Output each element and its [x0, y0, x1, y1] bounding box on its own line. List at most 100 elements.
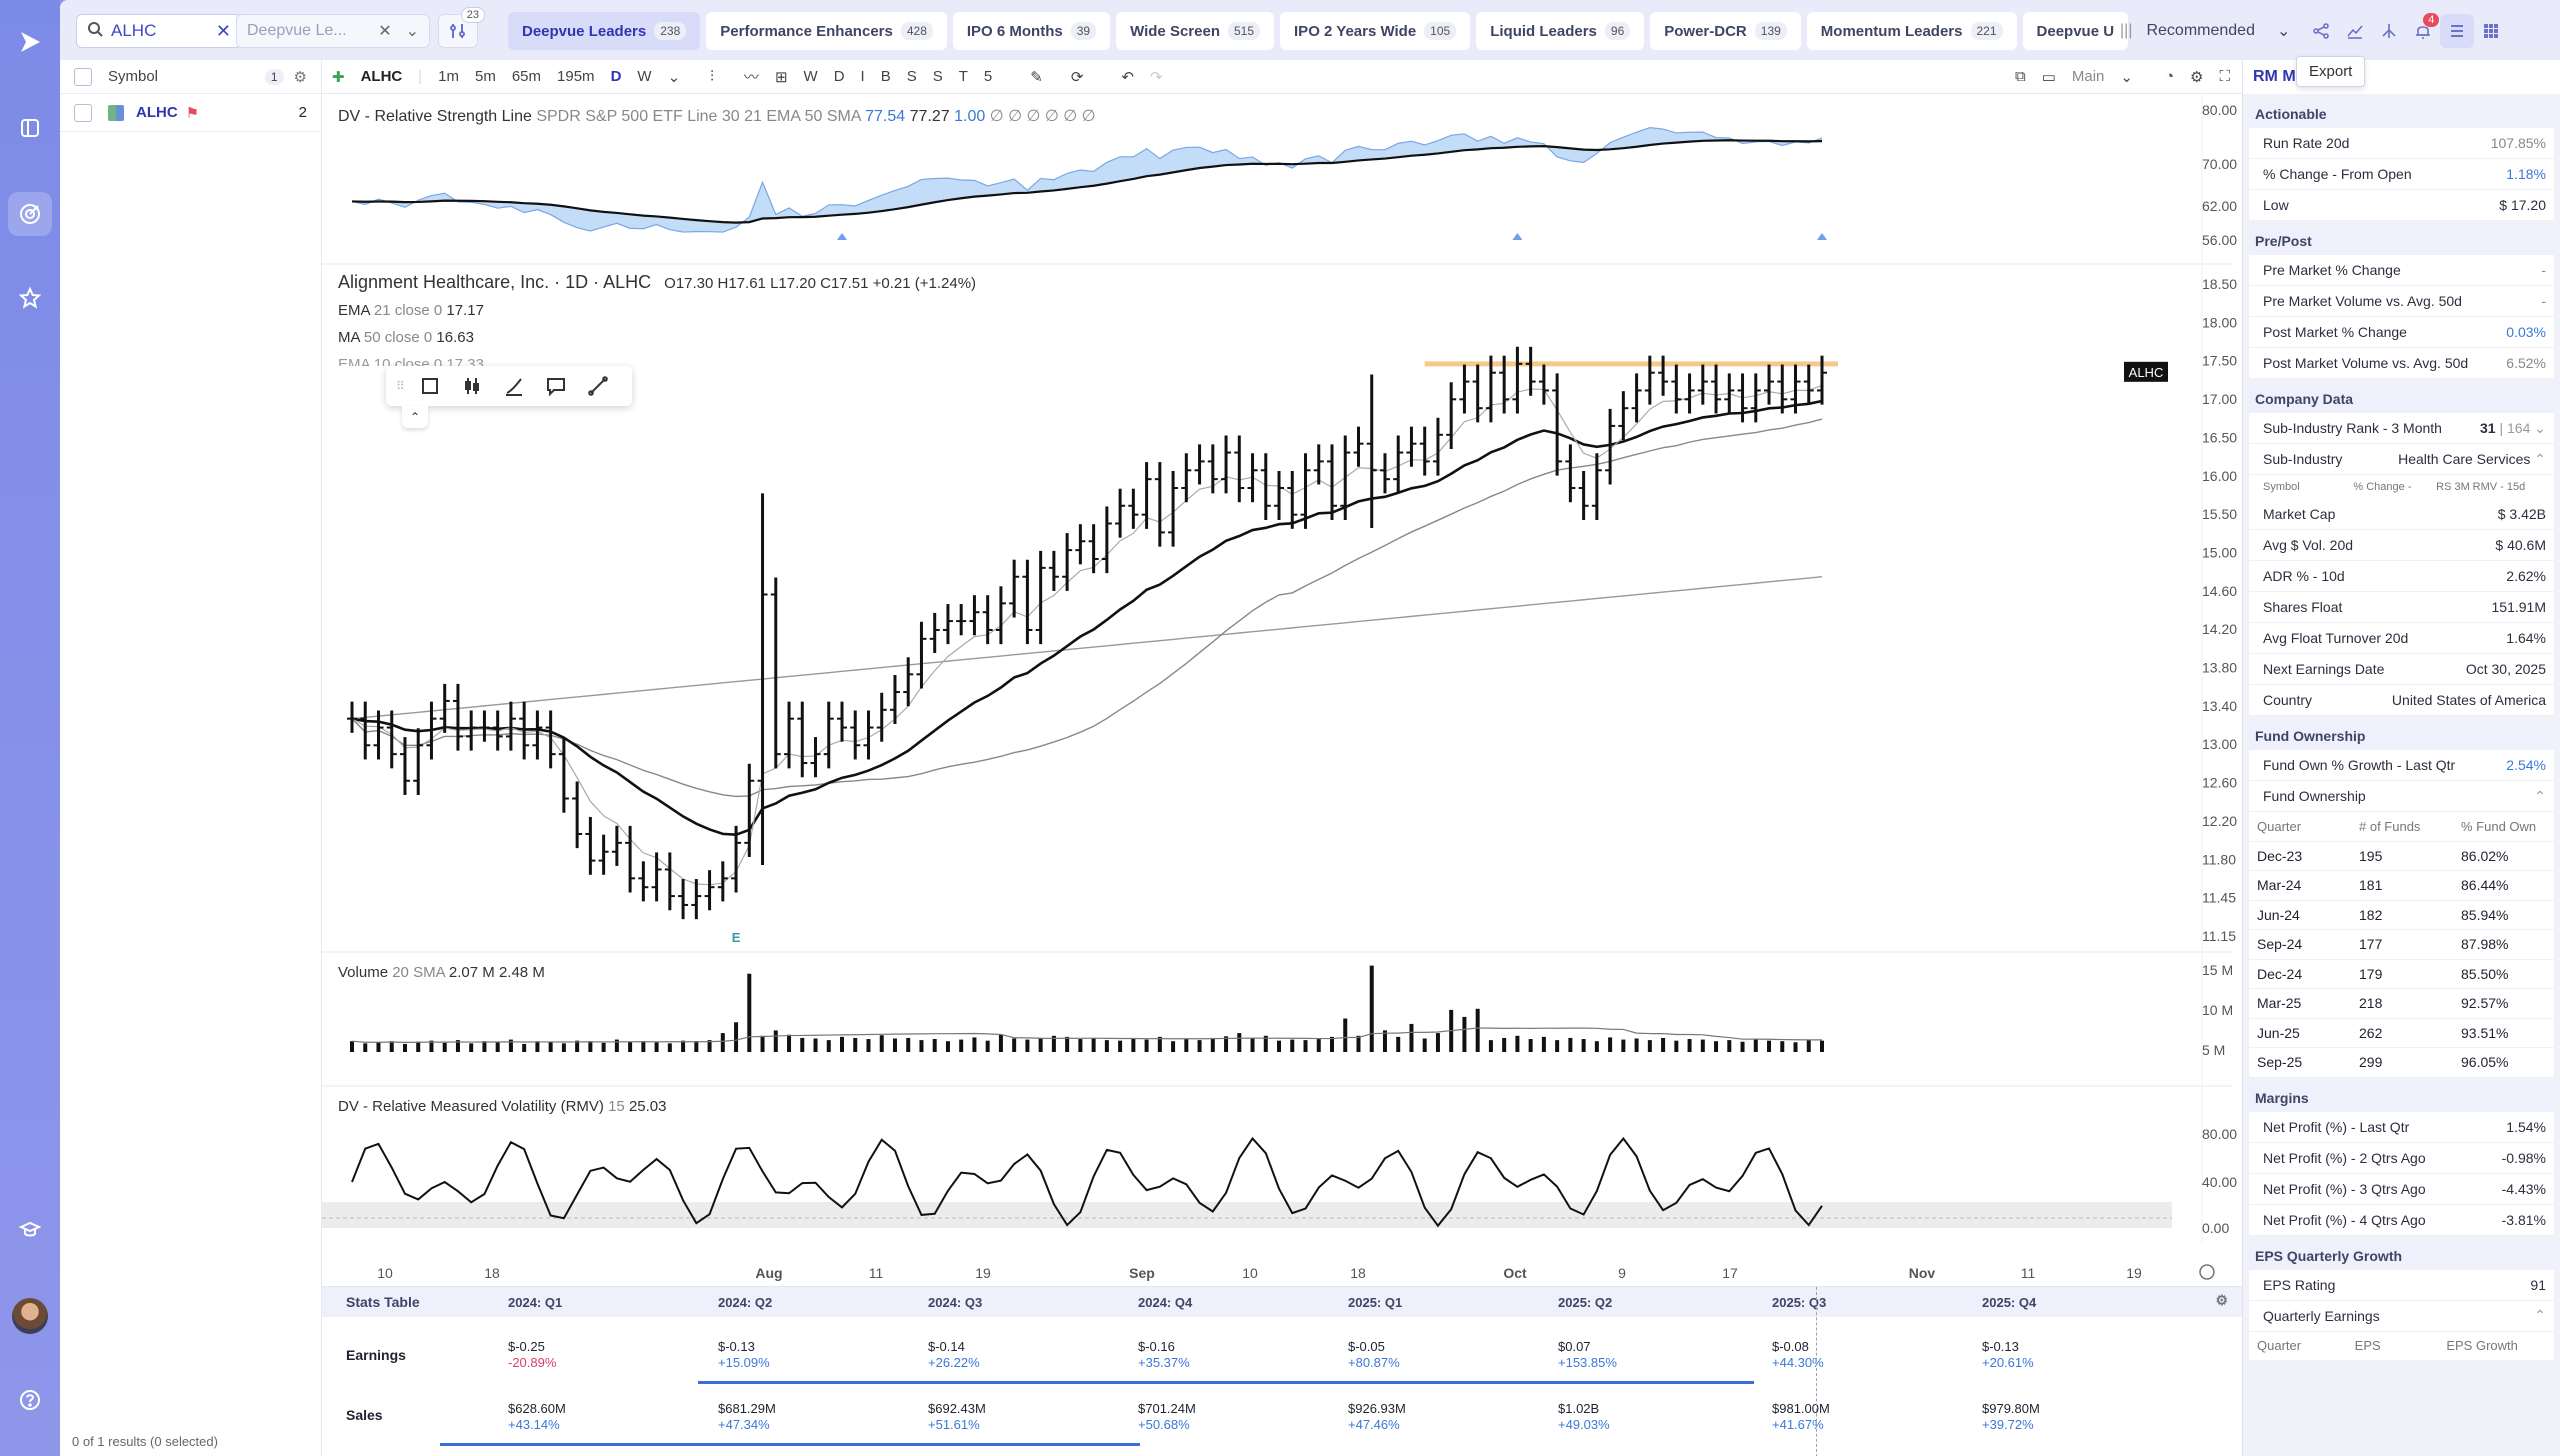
tab-3[interactable]: IPO 6 Months 39: [952, 12, 1111, 50]
fund-growth-row[interactable]: Fund Own % Growth - Last Qtr 2.54%: [2249, 750, 2554, 781]
overlay-i[interactable]: I: [860, 68, 865, 85]
subcol-header[interactable]: Symbol: [2263, 481, 2300, 493]
fund-col-header[interactable]: Quarter: [2257, 818, 2302, 834]
symbol-column-header[interactable]: Symbol: [108, 68, 159, 85]
education-icon[interactable]: [8, 1208, 52, 1252]
prepost-row[interactable]: Post Market Volume vs. Avg. 50d 6.52%: [2249, 348, 2554, 379]
actionable-row[interactable]: Low $ 17.20: [2249, 190, 2554, 221]
chart-symbol[interactable]: ALHC: [360, 68, 403, 85]
layout-selector[interactable]: ||| Recommended ⌄: [2120, 21, 2290, 41]
row-checkbox[interactable]: [74, 103, 92, 122]
fullscreen-icon[interactable]: ⛶: [2219, 68, 2230, 85]
candles-tool-icon[interactable]: [451, 369, 493, 403]
interval-5m[interactable]: 5m: [475, 68, 496, 85]
eps-col-header[interactable]: EPS: [2354, 1338, 2381, 1354]
overlay-s1[interactable]: S: [906, 68, 917, 85]
gear-icon[interactable]: ⚙: [2215, 1292, 2228, 1308]
indicators-icon[interactable]: 〰: [743, 69, 759, 86]
templates-icon[interactable]: ⊞: [774, 68, 788, 86]
grid-view-icon[interactable]: [2474, 14, 2508, 48]
eps-rating-row[interactable]: EPS Rating 91: [2249, 1270, 2554, 1301]
dashboard-icon[interactable]: [8, 106, 52, 150]
folder-icon[interactable]: ▭: [2041, 68, 2056, 86]
trendline-tool-icon[interactable]: [577, 369, 619, 403]
company-row[interactable]: ADR % - 10d 2.62%: [2249, 561, 2554, 592]
interval-1m[interactable]: 1m: [438, 68, 459, 85]
eps-col-header[interactable]: EPS Growth: [2446, 1338, 2518, 1354]
actionable-row[interactable]: Run Rate 20d 107.85%: [2249, 128, 2554, 159]
clear-search-icon[interactable]: ✕: [215, 20, 231, 41]
margins-row[interactable]: Net Profit (%) - Last Qtr 1.54%: [2249, 1112, 2554, 1143]
margins-row[interactable]: Net Profit (%) - 3 Qtrs Ago -4.43%: [2249, 1174, 2554, 1205]
watchlist-row[interactable]: ALHC ⚑ 2: [60, 94, 321, 132]
bar-style-icon[interactable]: ⫶: [710, 68, 714, 85]
bell-icon[interactable]: 4: [2406, 13, 2440, 48]
logo-play-icon[interactable]: [8, 20, 52, 64]
filter-button[interactable]: 23: [438, 7, 485, 48]
eraser-icon[interactable]: ✎: [1030, 68, 1043, 86]
quarterly-earnings-toggle[interactable]: Quarterly Earnings ⌃: [2249, 1301, 2554, 1332]
share-export-icon[interactable]: [2304, 14, 2338, 48]
tab-9[interactable]: Deepvue U: [2022, 12, 2129, 50]
star-icon[interactable]: [8, 276, 52, 320]
chart-area[interactable]: 80.00 70.00 62.00 56.00 18.50 18.00 17.50 17.00…: [322, 94, 2242, 1286]
prepost-row[interactable]: Post Market % Change 0.03%: [2249, 317, 2554, 348]
subindustry-rank-row[interactable]: Sub-Industry Rank - 3 Month 31 | 164 ⌄: [2249, 413, 2554, 444]
fund-ownership-toggle[interactable]: Fund Ownership ⌃: [2249, 781, 2554, 812]
undo-icon[interactable]: ↶: [1121, 68, 1134, 86]
company-row[interactable]: Country United States of America: [2249, 685, 2554, 716]
interval-w[interactable]: W: [637, 68, 652, 85]
chevron-down-icon[interactable]: ⌄: [2120, 68, 2133, 86]
scanner-icon[interactable]: [8, 192, 52, 236]
fund-col-header[interactable]: # of Funds: [2359, 818, 2421, 834]
symbol-search[interactable]: ✕: [76, 14, 242, 48]
tab-6[interactable]: Liquid Leaders 96: [1476, 12, 1645, 50]
overlay-s2[interactable]: S: [932, 68, 943, 85]
company-row[interactable]: Avg $ Vol. 20d $ 40.6M: [2249, 530, 2554, 561]
chevron-down-icon[interactable]: ⌄: [667, 68, 681, 86]
compare-icon[interactable]: [2372, 14, 2406, 48]
brush-tool-icon[interactable]: [493, 369, 535, 403]
chevron-down-icon[interactable]: ⌄: [405, 23, 419, 40]
eps-col-header[interactable]: Quarter: [2257, 1338, 2302, 1354]
layout-icon[interactable]: ⧉: [2014, 68, 2026, 85]
tab-7[interactable]: Power-DCR 139: [1650, 12, 1801, 50]
margins-row[interactable]: Net Profit (%) - 2 Qtrs Ago -0.98%: [2249, 1143, 2554, 1174]
overlay-d[interactable]: D: [833, 68, 845, 85]
rectangle-tool-icon[interactable]: [409, 369, 451, 403]
tab-1[interactable]: Deepvue Leaders 238: [508, 12, 701, 50]
subcol-header[interactable]: RMV - 15d: [2472, 481, 2526, 493]
actionable-row[interactable]: % Change - From Open 1.18%: [2249, 159, 2554, 190]
subcol-header[interactable]: % Change -: [2353, 481, 2412, 493]
select-all-checkbox[interactable]: [74, 67, 92, 86]
list-view-icon[interactable]: [2440, 14, 2475, 48]
close-icon[interactable]: ✕: [378, 23, 392, 40]
search-input[interactable]: [111, 21, 191, 41]
help-icon[interactable]: [8, 1378, 52, 1422]
line-chart-icon[interactable]: [2338, 14, 2372, 48]
collapse-toolbar-button[interactable]: ⌃: [402, 406, 428, 428]
overlay-b[interactable]: B: [880, 68, 891, 85]
tab-4[interactable]: Wide Screen 515: [1116, 12, 1275, 50]
comment-tool-icon[interactable]: [535, 369, 577, 403]
tab-2[interactable]: Performance Enhancers 428: [706, 12, 947, 50]
alert-icon[interactable]: ◔: [2164, 68, 2175, 85]
chart-layout-label[interactable]: Main: [2071, 68, 2105, 85]
user-avatar[interactable]: [8, 1294, 52, 1338]
company-row[interactable]: Next Earnings Date Oct 30, 2025: [2249, 654, 2554, 685]
fund-col-header[interactable]: % Fund Own: [2461, 818, 2537, 834]
prepost-row[interactable]: Pre Market % Change -: [2249, 255, 2554, 286]
watchlist-selector[interactable]: Deepvue Le... ✕ ⌄: [236, 14, 430, 48]
tab-8[interactable]: Momentum Leaders 221: [1806, 12, 2017, 50]
prepost-row[interactable]: Pre Market Volume vs. Avg. 50d -: [2249, 286, 2554, 317]
margins-row[interactable]: Net Profit (%) - 4 Qtrs Ago -3.81%: [2249, 1205, 2554, 1236]
redo-icon[interactable]: ↷: [1150, 68, 1163, 86]
interval-65m[interactable]: 65m: [511, 68, 542, 85]
gear-icon[interactable]: ⚙: [293, 68, 307, 86]
overlay-5[interactable]: 5: [983, 68, 993, 85]
company-row[interactable]: Market Cap $ 3.42B: [2249, 499, 2554, 530]
overlay-t[interactable]: T: [958, 68, 968, 85]
overlay-w[interactable]: W: [803, 68, 818, 85]
interval-d[interactable]: D: [610, 68, 622, 85]
subcol-header[interactable]: RS 3M: [2436, 481, 2470, 493]
